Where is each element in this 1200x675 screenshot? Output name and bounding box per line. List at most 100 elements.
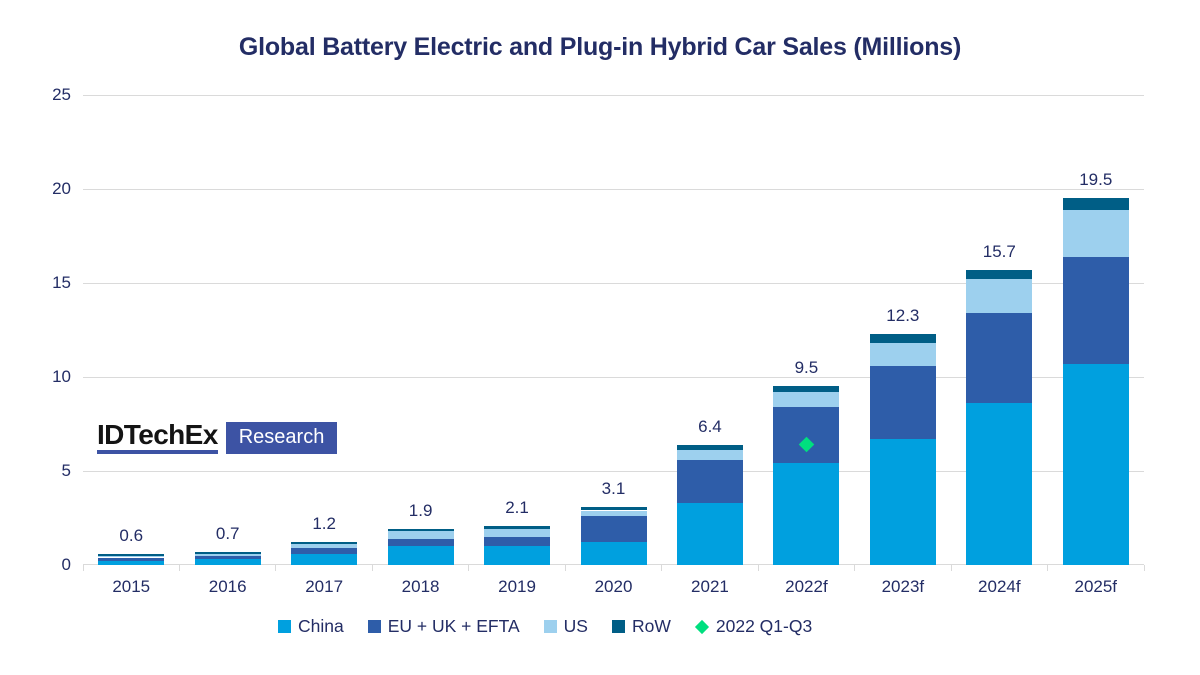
- gridline-20: [83, 189, 1144, 190]
- bar-segment-eu-2019: [484, 536, 551, 547]
- bar-segment-row-2019: [484, 525, 551, 530]
- x-axis-label-2018: 2018: [401, 577, 440, 596]
- bar-segment-eu-2023f: [869, 365, 936, 440]
- x-axis-label-2024f: 2024f: [978, 577, 1021, 596]
- legend-item-2022-q1-q3: 2022 Q1-Q3: [694, 616, 813, 637]
- legend-label-2022-q1-q3: 2022 Q1-Q3: [715, 616, 813, 636]
- gridline-15: [83, 283, 1144, 284]
- legend-label-china: China: [298, 616, 344, 636]
- x-axis-label-2022f: 2022f: [785, 577, 828, 596]
- y-axis-tick-label-0: 0: [61, 555, 71, 574]
- x-axis-label-2020: 2020: [594, 577, 633, 596]
- x-axis-tick-mark: [950, 565, 952, 571]
- bar-segment-eu-2020: [580, 516, 647, 543]
- bar-segment-row-2021: [676, 444, 743, 451]
- legend-item-us: US: [543, 616, 588, 637]
- bar-segment-eu-2016: [194, 555, 261, 560]
- bar-segment-us-2025f: [1062, 209, 1129, 257]
- chart-legend: China EU + UK + EFTA US RoW 2022 Q1-Q3: [278, 616, 812, 637]
- bar-value-label-2022f: 9.5: [794, 358, 819, 378]
- x-axis-label-2025f: 2025f: [1074, 577, 1118, 596]
- row-swatch-icon: [611, 620, 625, 633]
- x-axis-tick-mark: [1047, 565, 1049, 571]
- bar-segment-china-2020: [580, 542, 647, 565]
- bar-segment-us-2022f: [773, 392, 840, 408]
- bar-value-label-2019: 2.1: [505, 497, 529, 517]
- x-axis-tick-mark: [178, 565, 180, 571]
- bar-segment-us-2024f: [966, 279, 1033, 314]
- x-axis-tick-mark: [82, 565, 84, 571]
- x-axis-tick-mark: [757, 565, 759, 571]
- logo-underline: IDTechEx: [97, 421, 218, 454]
- x-axis-label-2023f: 2023f: [881, 577, 925, 596]
- bar-segment-row-2025f: [1062, 198, 1129, 210]
- idtechex-logo: IDTechEx Research: [97, 421, 338, 454]
- china-swatch-icon: [278, 620, 291, 633]
- bar-segment-china-2016: [194, 559, 261, 565]
- x-axis-tick-mark: [564, 565, 566, 571]
- bar-segment-us-2018: [387, 531, 454, 539]
- bar-segment-row-2015: [98, 553, 165, 556]
- legend-label-us: US: [563, 616, 588, 636]
- bar-segment-eu-2015: [98, 557, 165, 562]
- bar-segment-eu-2018: [387, 538, 454, 547]
- bar-value-label-2024f: 15.7: [982, 241, 1016, 261]
- gridline-25: [83, 95, 1144, 96]
- bar-segment-row-2018: [387, 529, 454, 532]
- x-axis-tick-mark: [661, 565, 663, 571]
- x-axis-tick-mark: [371, 565, 373, 571]
- bar-segment-us-2020: [580, 510, 647, 517]
- legend-item-eu-uk-efta: EU + UK + EFTA: [367, 616, 520, 637]
- x-axis-label-2017: 2017: [305, 577, 344, 596]
- bar-segment-row-2022f: [773, 386, 840, 393]
- bar-segment-us-2016: [194, 553, 261, 556]
- bar-value-label-2021: 6.4: [698, 416, 722, 436]
- bar-segment-us-2015: [98, 555, 165, 558]
- bar-segment-china-2021: [676, 502, 743, 565]
- bar-segment-eu-2024f: [966, 313, 1033, 404]
- legend-item-china: China: [278, 616, 344, 637]
- bar-segment-row-2020: [580, 506, 647, 511]
- bar-segment-row-2024f: [966, 269, 1033, 280]
- bar-value-label-2015: 0.6: [119, 525, 144, 545]
- bar-segment-china-2015: [98, 561, 165, 565]
- bar-segment-china-2018: [387, 546, 454, 565]
- y-axis-tick-label-5: 5: [61, 461, 71, 480]
- bar-segment-china-2019: [484, 546, 551, 565]
- bar-segment-china-2023f: [869, 439, 936, 565]
- x-axis-tick-mark: [1143, 565, 1145, 571]
- x-axis-label-2021: 2021: [691, 577, 729, 596]
- bar-value-label-2020: 3.1: [601, 478, 626, 498]
- y-axis-tick-label-20: 20: [52, 179, 71, 198]
- legend-label-eu-uk-efta: EU + UK + EFTA: [387, 616, 520, 636]
- y-axis-tick-label-10: 10: [52, 367, 71, 386]
- bar-segment-eu-2022f: [773, 407, 840, 464]
- y-axis-tick-label-25: 25: [52, 85, 71, 104]
- x-axis-label-2015: 2015: [112, 577, 151, 596]
- logo-research-badge: Research: [225, 421, 338, 454]
- chart-title: Global Battery Electric and Plug-in Hybr…: [238, 33, 962, 61]
- logo-brand-text: IDTechEx: [97, 419, 218, 450]
- bar-value-label-2016: 0.7: [215, 523, 240, 543]
- bar-segment-row-2016: [194, 551, 261, 554]
- legend-label-row: RoW: [631, 616, 671, 636]
- bar-segment-eu-2021: [676, 459, 743, 503]
- bar-value-label-2025f: 19.5: [1079, 170, 1113, 190]
- bar-value-label-2023f: 12.3: [886, 305, 920, 325]
- bar-segment-china-2024f: [966, 403, 1033, 565]
- x-axis-tick-mark: [854, 565, 856, 571]
- bar-segment-china-2022f: [773, 463, 840, 565]
- x-axis-label-2016: 2016: [208, 577, 247, 596]
- us-swatch-icon: [543, 620, 557, 633]
- bar-segment-eu-2025f: [1062, 256, 1129, 364]
- x-axis-label-2019: 2019: [498, 577, 536, 596]
- bar-segment-china-2025f: [1062, 363, 1129, 565]
- bar-value-label-2018: 1.9: [408, 501, 433, 521]
- diamond-marker-icon: [694, 619, 709, 634]
- chart-canvas: 0 5 10 15 20 25 0.6 2015 0.7 2016 1.2 2017 1.9 2018 2.…: [52, 86, 1145, 596]
- bar-segment-row-2023f: [869, 333, 936, 344]
- eu-uk-efta-swatch-icon: [367, 620, 381, 633]
- bar-segment-us-2023f: [869, 343, 936, 366]
- gridline-10: [83, 377, 1144, 378]
